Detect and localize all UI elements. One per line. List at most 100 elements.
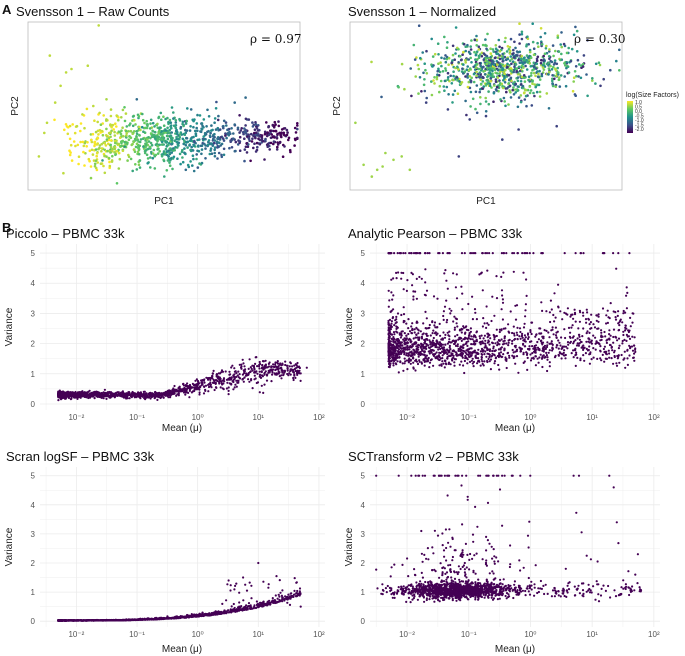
data-point xyxy=(135,98,139,101)
x-axis-title: PC1 xyxy=(154,196,174,207)
data-point xyxy=(535,67,538,70)
data-point xyxy=(477,56,481,59)
data-point xyxy=(166,137,170,141)
data-point xyxy=(185,119,188,123)
data-point xyxy=(187,165,191,169)
data-point xyxy=(628,252,631,255)
data-point xyxy=(503,40,507,44)
data-point xyxy=(479,83,483,86)
data-point xyxy=(551,79,554,83)
data-point xyxy=(607,349,610,352)
data-point xyxy=(496,76,500,79)
data-point xyxy=(81,140,85,144)
data-point xyxy=(184,122,188,125)
data-point xyxy=(473,334,476,337)
data-point xyxy=(396,331,399,334)
data-point xyxy=(484,100,488,103)
data-point xyxy=(541,252,544,255)
data-point xyxy=(530,71,533,75)
data-point xyxy=(198,393,201,396)
data-point xyxy=(617,337,621,340)
data-point xyxy=(457,349,460,352)
data-point xyxy=(506,57,510,61)
data-point xyxy=(439,79,443,83)
data-point xyxy=(488,68,492,71)
data-point xyxy=(443,359,446,362)
chart-title: Svensson 1 – Raw Counts xyxy=(16,4,170,19)
data-point xyxy=(588,323,591,326)
data-point xyxy=(504,104,507,108)
data-point xyxy=(134,145,138,149)
data-point xyxy=(175,137,178,141)
data-point xyxy=(224,370,227,373)
data-point xyxy=(83,126,86,130)
data-point xyxy=(555,74,558,78)
y-tick-label: 2 xyxy=(31,340,36,349)
data-point xyxy=(179,125,183,129)
data-point xyxy=(551,84,555,88)
data-point xyxy=(430,37,434,41)
data-point xyxy=(502,252,506,255)
data-point xyxy=(508,84,512,88)
data-point xyxy=(228,376,231,379)
data-point xyxy=(468,75,472,78)
data-point xyxy=(467,336,470,339)
data-point xyxy=(183,147,186,150)
data-point xyxy=(631,335,634,338)
data-point xyxy=(446,357,449,360)
data-point xyxy=(202,137,205,141)
data-point xyxy=(492,100,495,103)
data-point xyxy=(550,340,553,343)
data-point xyxy=(400,347,403,350)
data-point xyxy=(603,330,606,334)
data-point xyxy=(547,67,551,70)
data-point xyxy=(466,85,470,89)
data-point xyxy=(248,139,251,142)
data-point xyxy=(187,385,190,388)
data-point xyxy=(516,338,519,341)
data-point xyxy=(529,359,533,362)
data-point xyxy=(512,270,515,273)
data-point xyxy=(487,323,490,326)
data-point xyxy=(528,58,531,62)
data-point xyxy=(413,58,417,61)
data-point xyxy=(214,128,218,131)
data-point xyxy=(102,397,105,400)
data-point xyxy=(501,84,504,88)
data-point xyxy=(482,364,485,367)
data-point xyxy=(387,289,390,292)
data-point xyxy=(169,121,172,124)
data-point xyxy=(438,90,441,94)
data-point xyxy=(430,80,433,83)
data-point xyxy=(392,277,395,280)
data-point xyxy=(132,130,136,133)
data-point xyxy=(478,341,481,344)
data-point xyxy=(420,277,423,280)
data-point xyxy=(68,153,72,157)
data-point xyxy=(213,117,217,120)
data-point xyxy=(612,362,615,365)
data-point xyxy=(161,392,164,395)
data-point xyxy=(575,29,579,33)
data-point xyxy=(632,356,635,359)
data-point xyxy=(124,143,127,146)
data-point xyxy=(220,153,223,157)
data-point xyxy=(62,391,65,394)
panel-letter-b: B xyxy=(2,220,11,235)
data-point xyxy=(244,96,247,99)
data-point xyxy=(442,348,445,351)
data-point xyxy=(213,141,216,145)
data-point xyxy=(586,311,589,314)
data-point xyxy=(577,63,581,66)
data-point xyxy=(138,140,142,144)
data-point xyxy=(544,47,548,50)
data-point xyxy=(545,44,548,48)
data-point xyxy=(508,78,511,81)
data-point xyxy=(415,297,418,300)
data-point xyxy=(213,151,216,155)
data-point xyxy=(483,353,486,356)
data-point xyxy=(212,369,215,372)
data-point xyxy=(168,161,171,164)
data-point xyxy=(502,353,505,356)
data-point xyxy=(178,119,182,122)
